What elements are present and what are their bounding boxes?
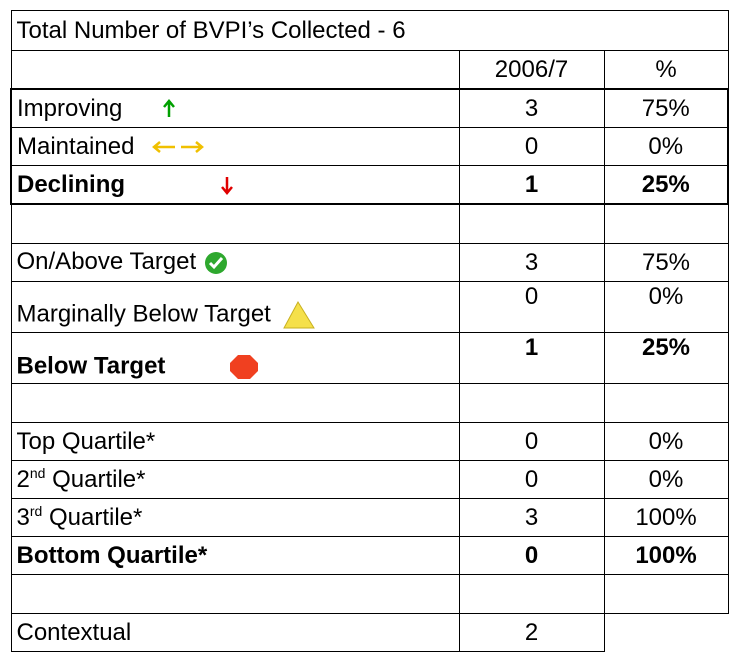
label: Below Target [16,352,166,380]
percent: 75% [603,88,729,128]
value: 2 [458,613,605,652]
check-icon [204,251,227,274]
label: Marginally Below Target [16,300,271,328]
label: Top Quartile* [10,422,460,461]
down-arrow [220,177,233,196]
value: 0 [458,422,605,461]
percent: 0% [603,281,729,333]
percent: 75% [603,243,729,282]
value: 0 [458,460,605,499]
label-num: 2 [16,465,30,493]
percent: 0% [603,127,729,166]
percent: 100% [603,536,729,575]
header: % [603,50,729,90]
label-rest: Quartile* [42,503,143,531]
label-num: 3 [16,503,30,531]
up-arrow [163,99,176,118]
warning-icon [282,300,315,329]
label: On/Above Target [16,248,197,276]
side-arrows [152,141,205,154]
percent: 25% [603,165,729,205]
value: 0 [458,127,605,166]
label: Contextual [10,613,460,652]
value: 3 [458,88,605,128]
value: 3 [458,243,605,282]
value: 1 [458,332,605,384]
title: Total Number of BVPI’s Collected - 6 [10,10,729,51]
header: 2006/7 [458,50,605,90]
value: 3 [458,498,605,537]
percent: 0% [603,460,729,499]
label: 2nd Quartile* [10,460,460,499]
value: 0 [458,281,605,333]
label: Improving [17,94,123,122]
percent: 0% [603,422,729,461]
label: 3rd Quartile* [10,498,460,537]
value: 0 [458,536,605,575]
percent: 25% [603,332,729,384]
percent: 100% [603,498,729,537]
stop-icon [230,355,259,379]
value: 1 [458,165,605,205]
label-rest: Quartile* [45,465,146,493]
label-sup: rd [29,502,43,519]
label-sup: nd [29,464,46,481]
label: Maintained [17,132,135,160]
label: Declining [17,170,126,198]
label: Bottom Quartile* [10,536,460,575]
summary-table: Total Number of BVPI’s Collected - 6 200… [10,10,729,652]
